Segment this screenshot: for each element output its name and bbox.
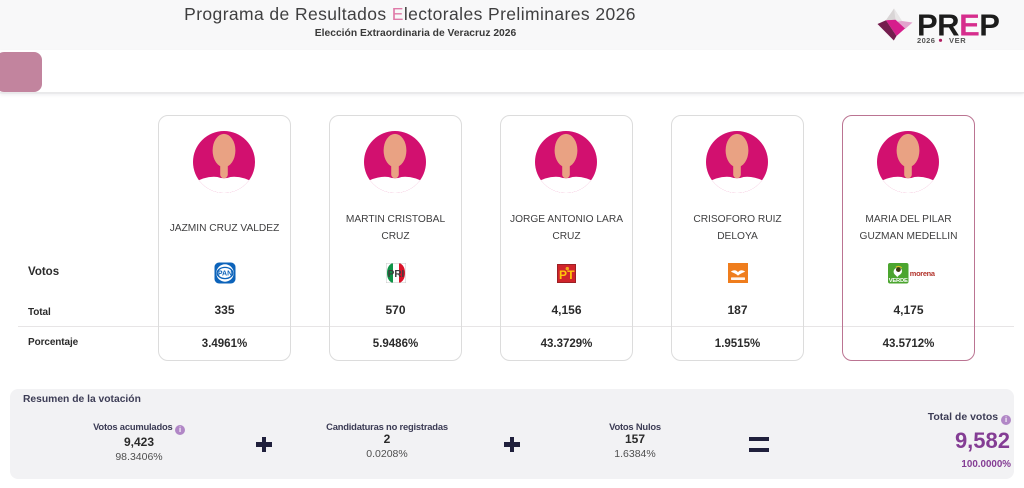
svg-text:2026: 2026 bbox=[917, 36, 935, 45]
svg-text:PREP: PREP bbox=[917, 8, 999, 43]
svg-text:morena: morena bbox=[910, 269, 935, 278]
svg-text:PRI: PRI bbox=[387, 269, 404, 280]
svg-text:VERDE: VERDE bbox=[889, 278, 908, 284]
svg-text:VER: VER bbox=[949, 36, 966, 45]
svg-text:PAN: PAN bbox=[217, 271, 231, 278]
svg-text:T: T bbox=[567, 268, 575, 282]
svg-text:P: P bbox=[559, 268, 567, 282]
